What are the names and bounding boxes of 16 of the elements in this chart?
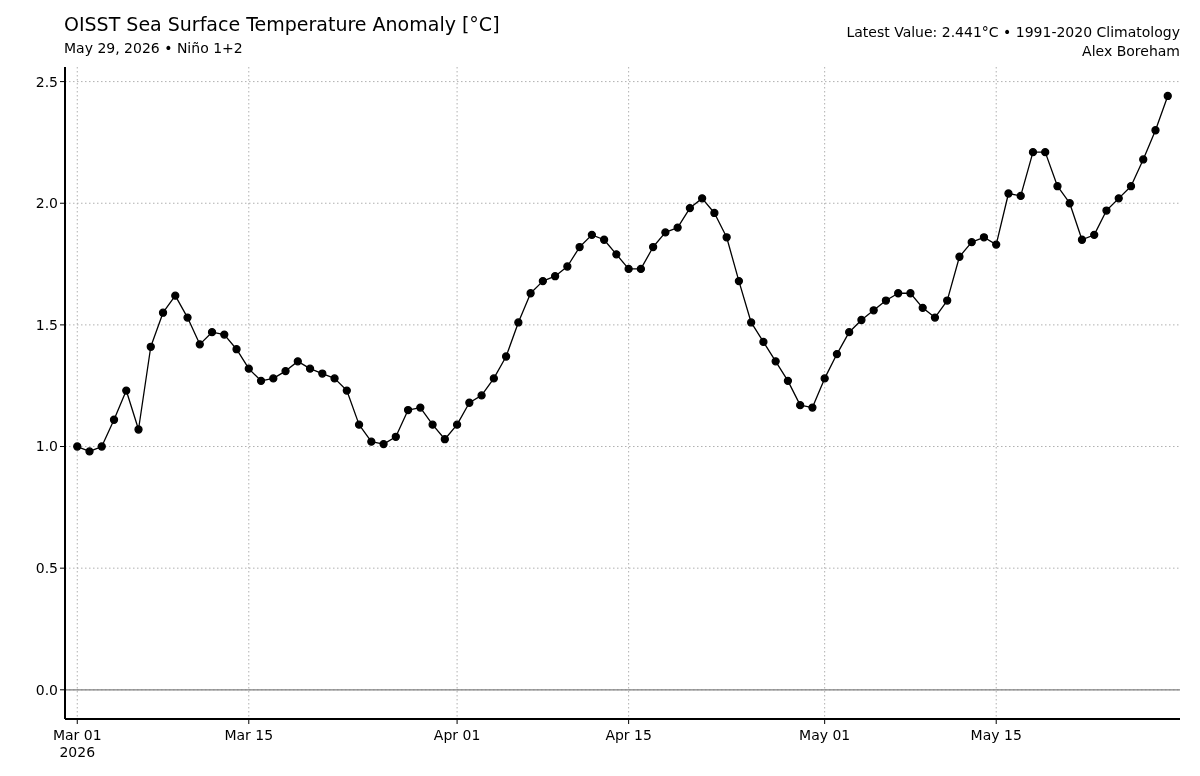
text: Alex Boreham <box>1081 42 1180 61</box>
y-tick-label: 2.5 <box>35 73 58 90</box>
x-tick-label: Mar 01 2026 <box>52 727 102 760</box>
x-tick-label: May 01 <box>799 727 851 743</box>
chart-subtitle: May 29, 2026 • Niño 1+2 <box>64 40 243 56</box>
x-tick-label: Apr 15 <box>605 727 652 743</box>
y-tick-label: 0.5 <box>35 560 58 577</box>
y-tick-label: 1.5 <box>35 316 58 333</box>
y-tick-label: 0.0 <box>35 681 58 698</box>
x-tick-label: May 15 <box>970 727 1022 743</box>
y-tick-label: 1.0 <box>35 438 58 455</box>
y-tick-label: 2.0 <box>35 195 58 212</box>
x-tick-label: Mar 15 <box>224 727 274 743</box>
x-tick-label: Apr 01 <box>433 727 481 743</box>
text: Latest Value: 2.441°C • 1991-2020 Climatology <box>846 23 1180 42</box>
chart-title: OISST Sea Surface Temperature Anomaly [°C] <box>64 13 500 35</box>
